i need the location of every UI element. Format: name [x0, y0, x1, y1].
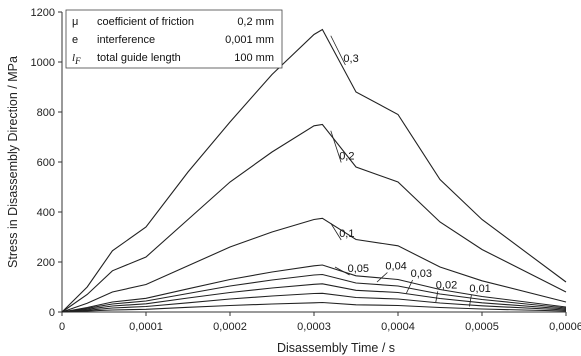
y-tick-label: 0	[49, 307, 55, 319]
series-line	[61, 123, 567, 313]
legend-symbol-lf: lF	[72, 52, 81, 66]
x-tick-label: 0,0003	[297, 321, 331, 333]
x-tick-label: 0,0006	[549, 321, 581, 333]
curve-label: 0,01	[469, 283, 490, 295]
curve-label: 0,04	[385, 261, 406, 273]
legend-desc-interference: interference	[97, 34, 155, 46]
ticks: 0 0,0001 0,0002 0,0003 0,0004 0,0005 0,0006 0 20…	[31, 7, 581, 333]
curve-label-leader	[406, 279, 413, 294]
legend-desc-friction: coefficient of friction	[97, 16, 194, 28]
series-line	[61, 283, 567, 313]
curve-label-leader	[330, 35, 346, 66]
x-tick-label: 0	[59, 321, 65, 333]
curve-label-leader	[376, 272, 388, 283]
y-tick-label: 800	[37, 107, 55, 119]
legend-symbol-e: e	[72, 34, 78, 46]
curve-label: 0,1	[339, 228, 354, 240]
curve-label: 0,02	[436, 279, 457, 291]
legend-symbol-mu: μ	[72, 16, 78, 28]
curve-label-leader	[469, 294, 472, 307]
x-tick-label: 0,0001	[129, 321, 163, 333]
curve-label: 0,3	[343, 53, 358, 65]
curve-label-leader	[435, 291, 439, 303]
curve-labels: 0,3 0,2 0,1 0,05 0,04 0,03 0,02 0,01	[330, 35, 491, 307]
y-tick-label: 1000	[31, 57, 55, 69]
curve-label: 0,05	[348, 263, 369, 275]
curve-label: 0,03	[411, 268, 432, 280]
curve-label: 0,2	[339, 151, 354, 163]
x-tick-label: 0,0005	[465, 321, 499, 333]
legend-value-interference: 0,001 mm	[225, 34, 274, 46]
curve-label-leader	[330, 130, 342, 163]
legend-symbol-sub-f: F	[74, 56, 81, 66]
series-line	[61, 301, 567, 313]
legend-box: μ coefficient of friction 0,2 mm e inter…	[65, 9, 283, 69]
y-axis-title: Stress in Disassembly Direction / MPa	[6, 56, 20, 268]
series-line	[61, 217, 567, 313]
series-line	[61, 292, 567, 313]
y-tick-label: 600	[37, 157, 55, 169]
x-axis-title: Disassembly Time / s	[277, 341, 395, 355]
legend-symbol-l: l	[72, 52, 75, 64]
legend-value-guide-length: 100 mm	[234, 52, 274, 64]
legend-value-friction: 0,2 mm	[237, 16, 274, 28]
series-line	[61, 28, 567, 313]
legend-desc-guide-length: total guide length	[97, 52, 181, 64]
legend-frame	[65, 9, 283, 69]
x-tick-label: 0,0004	[381, 321, 415, 333]
y-tick-label: 200	[37, 257, 55, 269]
curve-label-leader	[330, 223, 342, 241]
curves	[61, 28, 567, 313]
x-tick-label: 0,0002	[213, 321, 247, 333]
y-tick-label: 400	[37, 207, 55, 219]
curve-label-leader	[334, 266, 350, 276]
series-line	[61, 264, 567, 313]
y-tick-label: 1200	[31, 7, 55, 19]
series-line	[61, 273, 567, 313]
